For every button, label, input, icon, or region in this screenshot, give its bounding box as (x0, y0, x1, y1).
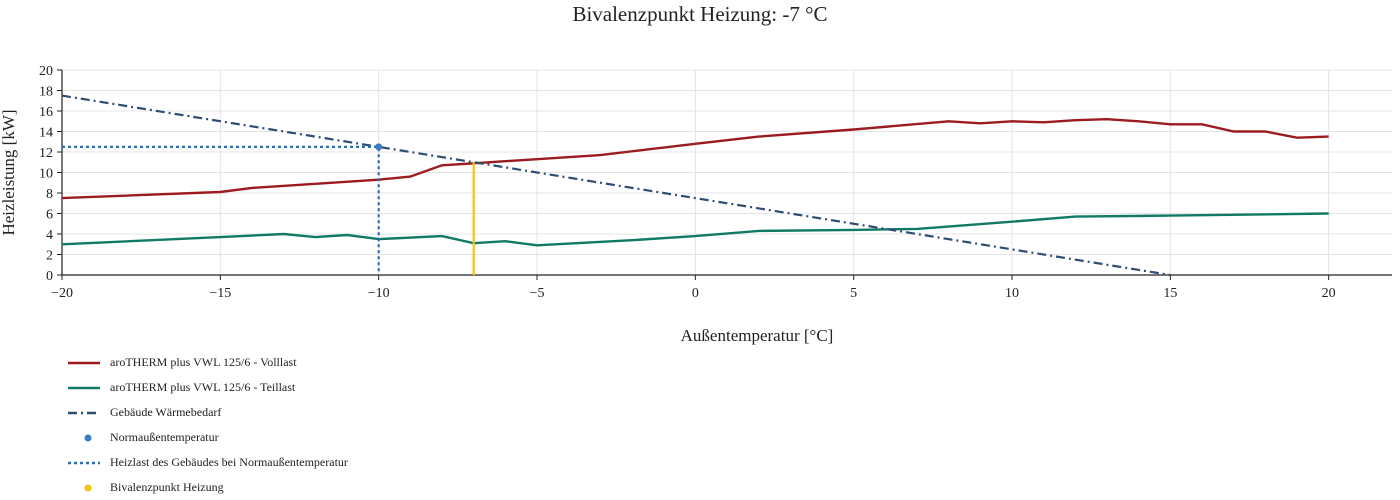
legend-item-geb-ude-w-rmebedarf: Gebäude Wärmebedarf (62, 400, 348, 425)
heizlast-des-geb-udes-bei-normau-entemperatur-line (62, 145, 380, 275)
grid (61, 69, 1392, 276)
legend-label: aroTHERM plus VWL 125/6 - Volllast (110, 355, 297, 369)
legend-swatch (84, 434, 92, 441)
legend-label: aroTHERM plus VWL 125/6 - Teillast (110, 380, 296, 394)
y-tick-label: 8 (46, 187, 53, 202)
y-ticks: 0 2 4 6 8 10 12 14 16 18 20 (39, 64, 62, 284)
x-tick-label: 10 (1005, 286, 1019, 301)
legend-item-arotherm-plus-vwl-125-6-volllast: aroTHERM plus VWL 125/6 - Volllast (62, 350, 348, 375)
legend-item-bivalenzpunkt-heizung: Bivalenzpunkt Heizung (62, 475, 348, 500)
x-tick-label: 20 (1322, 286, 1336, 301)
legend-swatch (68, 411, 100, 414)
arotherm-plus-vwl-125-6-volllast-line (61, 117, 1329, 200)
y-tick-label: 14 (39, 126, 53, 141)
y-tick-label: 16 (39, 105, 53, 120)
x-tick-label: 15 (1163, 286, 1177, 301)
chart-title: Bivalenzpunkt Heizung: -7 °C (572, 2, 828, 26)
legend-label: Bivalenzpunkt Heizung (110, 480, 224, 494)
y-tick-label: 20 (39, 64, 53, 79)
arotherm-plus-vwl-125-6-teillast-line (61, 212, 1329, 247)
legend-swatch (68, 361, 100, 364)
x-tick-label: −20 (51, 286, 73, 301)
y-tick-label: 6 (46, 208, 53, 223)
x-ticks: −20 −15 −10 −5 0 5 10 15 20 (51, 275, 1336, 301)
y-axis-label: Heizleistung [kW] (0, 109, 18, 235)
geb-ude-w-rmebedarf-line (61, 94, 1171, 277)
legend-item-heizlast-des-geb-udes-bei-normau-entemperatur: Heizlast des Gebäudes bei Normaußentempe… (62, 450, 348, 475)
legend-swatch (68, 461, 100, 464)
y-tick-label: 2 (46, 249, 53, 264)
legend-label: Gebäude Wärmebedarf (110, 405, 222, 419)
normau-entemperatur-point (375, 143, 383, 151)
legend-label: Heizlast des Gebäudes bei Normaußentempe… (110, 455, 348, 469)
legend-swatch (84, 484, 92, 491)
y-tick-label: 12 (39, 146, 53, 161)
y-tick-label: 10 (39, 167, 53, 182)
y-tick-label: 0 (46, 269, 53, 284)
x-axis-label: Außentemperatur [°C] (681, 326, 834, 345)
legend: aroTHERM plus VWL 125/6 - Volllast aroTHE… (62, 350, 348, 500)
x-tick-label: 0 (692, 286, 699, 301)
y-tick-label: 18 (39, 85, 53, 100)
plot-area: −20 −15 −10 −5 0 5 10 15 20 0 2 4 6 8 10 12 14 16 18 20 Au… (0, 64, 1392, 345)
legend-swatch (68, 386, 100, 389)
x-tick-label: 5 (850, 286, 857, 301)
x-tick-label: −15 (209, 286, 231, 301)
y-tick-label: 4 (46, 228, 53, 243)
x-tick-label: −5 (530, 286, 545, 301)
series-layer (61, 94, 1329, 277)
legend-item-arotherm-plus-vwl-125-6-teillast: aroTHERM plus VWL 125/6 - Teillast (62, 375, 348, 400)
legend-item-normau-entemperatur: Normaußentemperatur (62, 425, 348, 450)
x-tick-label: −10 (368, 286, 390, 301)
legend-label: Normaußentemperatur (110, 430, 219, 444)
